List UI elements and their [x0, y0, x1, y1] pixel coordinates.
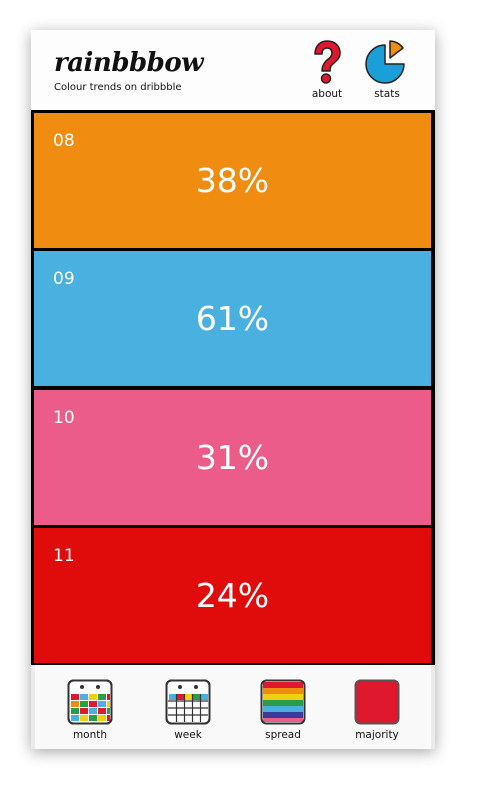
calendar-month-icon [67, 679, 113, 725]
about-button[interactable]: about [302, 40, 352, 102]
row-month: 10 [53, 408, 75, 428]
row-percentage: 31% [195, 438, 270, 477]
tab-majority-label: majority [355, 729, 399, 741]
about-label: about [311, 88, 343, 100]
tab-spread[interactable]: spread [248, 679, 318, 741]
calendar-week-icon [165, 679, 211, 725]
stats-label: stats [374, 88, 400, 100]
tab-week-label: week [174, 729, 202, 741]
color-row[interactable]: 08 38% [34, 113, 431, 248]
row-percentage: 61% [195, 299, 270, 338]
app-window: rainbbbow Colour trends on dribbble abou… [31, 30, 435, 749]
tagline: Colour trends on dribbble [54, 82, 182, 93]
row-percentage: 24% [195, 576, 270, 615]
tab-week[interactable]: week [153, 679, 223, 741]
tab-spread-label: spread [265, 729, 301, 741]
question-mark-icon [314, 40, 341, 84]
row-month: 11 [53, 546, 75, 566]
pie-chart-icon [365, 40, 405, 84]
color-row[interactable]: 11 24% [34, 528, 431, 663]
tab-month-label: month [72, 729, 108, 741]
row-percentage: 38% [195, 161, 270, 200]
app-header: rainbbbow Colour trends on dribbble abou… [31, 30, 435, 110]
color-list: 08 38% 09 61% 10 31% 11 24% [31, 110, 435, 665]
tab-bar: month week [31, 665, 435, 749]
stats-button[interactable]: stats [362, 40, 412, 102]
tab-month[interactable]: month [55, 679, 125, 741]
color-row[interactable]: 09 61% [34, 251, 431, 386]
tab-bar-inner: month week [35, 665, 431, 749]
row-month: 08 [53, 131, 75, 151]
rainbow-stripes-icon [260, 679, 306, 725]
brand-logo: rainbbbow [54, 48, 204, 78]
tab-majority[interactable]: majority [342, 679, 412, 741]
row-month: 09 [53, 269, 75, 289]
color-row[interactable]: 10 31% [34, 390, 431, 525]
color-swatch-icon [354, 679, 400, 725]
